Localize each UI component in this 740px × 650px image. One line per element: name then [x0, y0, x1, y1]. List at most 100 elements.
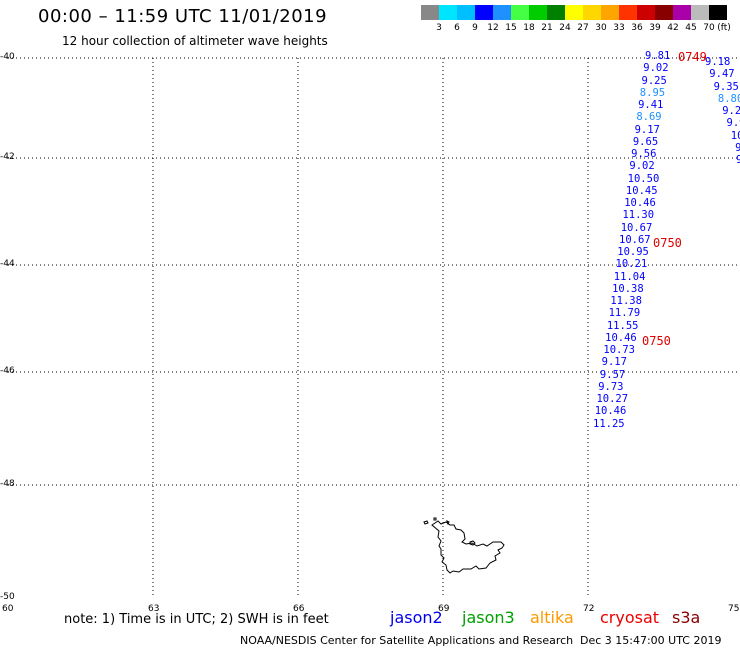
x-tick-label: 72 [583, 604, 595, 614]
swh-value: 10.95 [617, 246, 649, 258]
legend-swatch [475, 5, 493, 20]
legend-swatch [673, 5, 691, 20]
swh-value: 8.80 [717, 92, 740, 105]
swh-value: 9 [735, 141, 740, 154]
x-tick-label: 69 [438, 604, 450, 614]
legend-swatch [691, 5, 709, 20]
swh-value: 8.69 [636, 111, 662, 124]
swh-value: 9.9 [726, 117, 740, 130]
map-title: 00:00 – 11:59 UTC 11/01/2019 [38, 6, 328, 27]
swh-value: 11.04 [613, 270, 646, 283]
legend-label: 33 [613, 23, 625, 33]
swh-value: 9.02 [629, 160, 655, 173]
map-subtitle: 12 hour collection of altimeter wave hei… [62, 34, 328, 48]
legend-label: 27 [577, 23, 589, 33]
legend-swatch [709, 5, 727, 20]
swh-value: 11.38 [610, 295, 642, 307]
satellite-cryosat: cryosat [600, 608, 660, 627]
legend-label: 3 [436, 23, 442, 33]
legend-label: 18 [523, 23, 535, 33]
y-tick-label: -44 [0, 259, 15, 269]
legend-label: 42 [667, 23, 679, 33]
y-tick-label: -40 [0, 52, 15, 62]
swh-value: 11.25 [593, 417, 625, 430]
swh-value: 10.67 [619, 233, 651, 246]
swh-value: 11.30 [622, 209, 655, 222]
legend-label: 15 [505, 23, 517, 33]
legend-swatch [637, 5, 655, 20]
swh-value: 11.55 [606, 319, 639, 332]
y-tick-label: -42 [0, 152, 15, 162]
swh-value: 9.35 [713, 80, 739, 93]
swh-value: 11.79 [608, 307, 641, 320]
x-tick-label: 63 [148, 604, 160, 614]
swh-value: 9.18 [705, 56, 731, 68]
legend-swatch [511, 5, 529, 20]
swh-value: 10.46 [594, 405, 627, 418]
swh-value: 9.17 [601, 356, 627, 369]
x-tick-label: 75 [728, 604, 740, 614]
legend-label: 70 [703, 23, 715, 33]
satellite-jason3: jason3 [462, 608, 515, 627]
legend-swatch [547, 5, 565, 20]
y-tick-label: -50 [0, 592, 15, 602]
y-tick-label: -48 [0, 479, 15, 489]
note-text: note: 1) Time is in UTC; 2) SWH is in fe… [64, 612, 329, 627]
legend-swatch [619, 5, 637, 20]
legend-label: 21 [541, 23, 553, 33]
legend-label: 39 [649, 23, 661, 33]
swh-value: 9.47 [709, 68, 735, 81]
swh-value: 10.27 [596, 393, 629, 405]
legend-swatch [565, 5, 583, 20]
legend-swatch [655, 5, 673, 20]
legend-swatch [457, 5, 475, 20]
swh-value: 10.46 [624, 197, 656, 209]
legend-swatch [583, 5, 601, 20]
legend-swatch [493, 5, 511, 20]
pass-time-label: 0750 [642, 334, 671, 348]
swh-value: 10.73 [603, 344, 635, 356]
swh-value: 9.57 [599, 368, 626, 381]
legend-label: 12 [487, 23, 499, 33]
swh-value: 9.41 [638, 99, 664, 111]
swh-value: 10.38 [612, 282, 644, 295]
legend-label: 24 [559, 23, 571, 33]
swh-value: 10.45 [625, 184, 658, 197]
footer-date: Dec 3 15:47:00 UTC 2019 [580, 634, 722, 647]
swh-value: 9.81 [645, 50, 671, 62]
x-tick-label: 60 [2, 604, 14, 614]
legend-label: 6 [454, 23, 460, 33]
legend-label: 9 [472, 23, 478, 33]
swh-value: 9.65 [632, 135, 659, 148]
legend-unit: (ft) [717, 23, 731, 33]
legend-swatch [421, 5, 439, 20]
swh-value: 9.02 [643, 62, 669, 75]
swh-value: 9.17 [634, 123, 660, 136]
legend-label: 30 [595, 23, 607, 33]
swh-value: 10.67 [620, 221, 653, 234]
pass-time-label: 0749 [678, 50, 707, 64]
swh-value: 9.25 [641, 74, 667, 87]
swh-value: 10.21 [615, 258, 648, 271]
pass-time-label: 0750 [653, 236, 682, 250]
kerguelen-island [423, 517, 505, 574]
swh-value: 9.22 [722, 105, 740, 117]
legend-swatch [529, 5, 547, 20]
satellite-s3a: s3a [672, 608, 701, 627]
legend-swatch [601, 5, 619, 20]
legend-swatch [439, 5, 457, 20]
swh-value: 9 [736, 154, 740, 166]
x-tick-label: 66 [293, 604, 305, 614]
y-tick-label: -46 [0, 366, 15, 376]
swh-value: 9.73 [598, 380, 624, 393]
swh-value: 8.95 [639, 86, 666, 99]
swh-value: 10.46 [605, 331, 637, 344]
legend-label: 36 [631, 23, 643, 33]
footer-credit: NOAA/NESDIS Center for Satellite Applica… [240, 634, 574, 647]
swh-value: 9.56 [631, 148, 657, 160]
satellite-jason2: jason2 [390, 608, 443, 627]
legend-label: 45 [685, 23, 697, 33]
swh-value: 10.50 [627, 172, 660, 185]
satellite-altika: altika [530, 608, 574, 627]
